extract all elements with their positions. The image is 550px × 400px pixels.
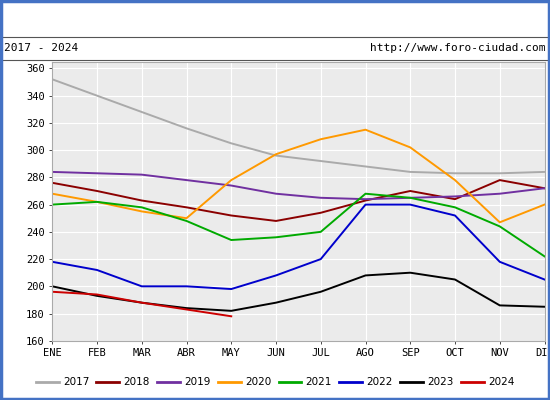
Text: Evolucion del paro registrado en Bocairent: Evolucion del paro registrado en Bocaire… [91,12,459,26]
Text: 2017 - 2024: 2017 - 2024 [4,43,79,53]
Text: http://www.foro-ciudad.com: http://www.foro-ciudad.com [370,43,546,53]
Legend: 2017, 2018, 2019, 2020, 2021, 2022, 2023, 2024: 2017, 2018, 2019, 2020, 2021, 2022, 2023… [31,373,519,392]
